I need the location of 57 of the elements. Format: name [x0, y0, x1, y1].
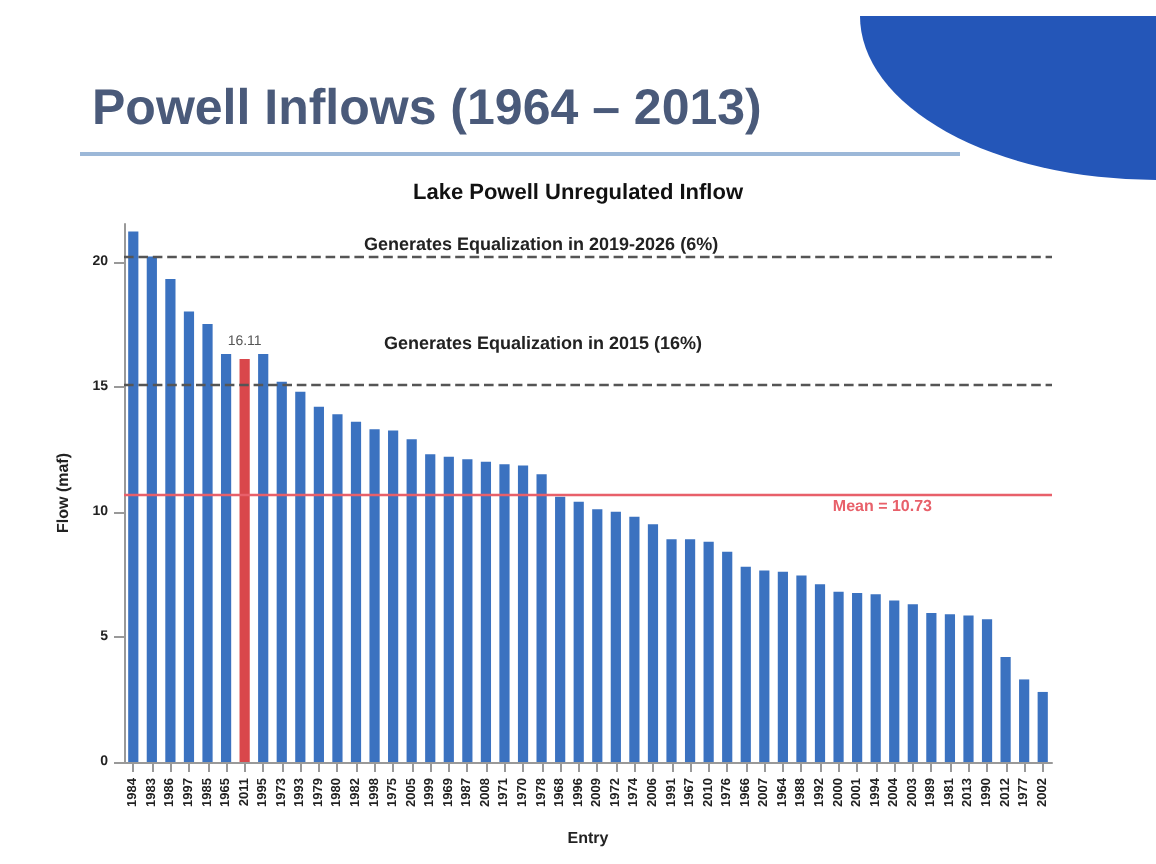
bar — [1000, 656, 1011, 762]
bar — [889, 600, 900, 762]
bar — [443, 456, 454, 762]
bar — [852, 593, 863, 762]
bar — [907, 604, 918, 762]
bar — [369, 429, 380, 762]
bar — [183, 311, 195, 762]
bar — [722, 551, 733, 762]
bar — [1037, 691, 1048, 762]
bar — [647, 524, 659, 762]
y-axis-title: Flow (maf) — [53, 452, 72, 533]
bar — [555, 496, 566, 762]
bar — [165, 279, 176, 762]
bar — [777, 571, 788, 762]
bar — [629, 516, 640, 762]
bar — [276, 381, 287, 762]
bar — [425, 454, 436, 762]
bar — [146, 256, 157, 762]
bar — [295, 391, 306, 762]
bar — [1019, 679, 1030, 762]
bar — [610, 511, 621, 762]
bar — [313, 406, 324, 762]
bar — [870, 594, 881, 762]
ref-line-label: Generates Equalization in 2019-2026 (6%) — [364, 233, 719, 254]
bar — [944, 614, 956, 762]
bar — [220, 354, 232, 762]
chart-subtitle: Lake Powell Unregulated Inflow — [412, 181, 744, 205]
bar — [592, 509, 603, 762]
ref-line-label: Generates Equalization in 2015 (16%) — [384, 333, 703, 354]
bar — [517, 465, 529, 762]
chart-title: Powell Inflows (1964 – 2013) — [92, 80, 762, 138]
bar — [239, 358, 250, 762]
bar — [981, 619, 993, 762]
bar — [833, 591, 844, 762]
bar — [258, 354, 269, 762]
bar — [703, 541, 714, 762]
bar — [926, 613, 937, 762]
bar — [202, 324, 213, 762]
ref-line-label: Mean = 10.73 — [832, 496, 934, 515]
bar — [480, 461, 492, 762]
bar — [684, 539, 696, 762]
bar — [128, 231, 139, 762]
bar — [740, 566, 751, 762]
bar — [796, 575, 807, 762]
bar — [536, 474, 547, 762]
bar — [573, 501, 584, 762]
bar — [462, 459, 473, 762]
bar — [963, 615, 974, 762]
bar — [666, 539, 677, 762]
bar — [406, 439, 417, 762]
bar — [388, 430, 399, 762]
bar — [332, 414, 343, 762]
x-axis-title: Entry — [567, 829, 610, 847]
bar — [759, 570, 770, 762]
bar — [814, 584, 826, 762]
bar — [499, 464, 510, 762]
bar — [350, 421, 362, 762]
